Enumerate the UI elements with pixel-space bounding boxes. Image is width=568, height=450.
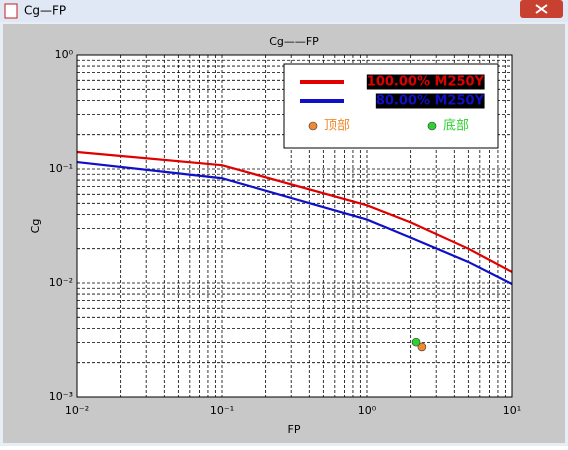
app-icon bbox=[4, 3, 18, 19]
legend-marker bbox=[427, 121, 437, 131]
legend-label: 顶部 bbox=[324, 119, 350, 134]
chart-title: Cg——FP bbox=[269, 35, 319, 48]
legend-label-bg bbox=[366, 74, 485, 90]
legend-label: 80.00% M250Y bbox=[376, 94, 485, 109]
x-tick-label: 10⁰ bbox=[358, 404, 377, 417]
close-icon bbox=[535, 4, 548, 14]
y-tick-label: 10⁻¹ bbox=[49, 162, 73, 175]
x-axis-label: FP bbox=[288, 423, 301, 436]
line bbox=[77, 150, 512, 273]
y-axis-label: Cg bbox=[29, 219, 42, 234]
window-title: Cg—FP bbox=[24, 4, 66, 18]
legend-label-bg bbox=[375, 93, 485, 109]
y-tick-label: 10⁻² bbox=[49, 276, 73, 289]
point bbox=[417, 342, 427, 352]
plot-border bbox=[76, 54, 513, 398]
x-tick-label: 10¹ bbox=[503, 404, 521, 417]
point bbox=[411, 337, 421, 347]
y-tick-label: 10⁰ bbox=[55, 48, 74, 61]
legend-marker bbox=[308, 121, 318, 131]
x-tick-label: 10⁻¹ bbox=[210, 404, 234, 417]
legend-label: 底部 bbox=[443, 118, 469, 134]
legend-label: 100.00% M250Y bbox=[367, 75, 485, 90]
title-bar bbox=[0, 0, 568, 22]
line bbox=[77, 160, 512, 285]
y-tick-label: 10⁻³ bbox=[49, 390, 73, 403]
x-tick-label: 10⁻² bbox=[65, 404, 89, 417]
